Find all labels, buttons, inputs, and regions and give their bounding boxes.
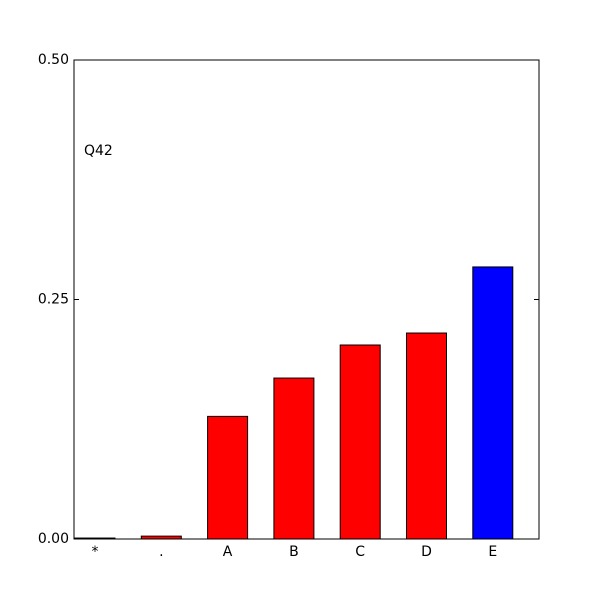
x-tick-label: B bbox=[289, 544, 299, 560]
annotation: Q42 bbox=[84, 143, 113, 159]
bar bbox=[207, 415, 249, 540]
bar bbox=[472, 266, 514, 540]
bar bbox=[406, 332, 447, 540]
y-tick-label: 0.50 bbox=[38, 52, 69, 68]
x-tick-label: . bbox=[159, 544, 163, 560]
x-tick-label: * bbox=[92, 544, 99, 560]
bar bbox=[339, 344, 381, 540]
bar bbox=[273, 377, 315, 540]
y-tick-label: 0.00 bbox=[38, 531, 69, 547]
x-tick-label: C bbox=[355, 544, 365, 560]
y-tick-label: 0.25 bbox=[38, 292, 69, 308]
x-tick-label: A bbox=[223, 544, 233, 560]
x-tick-label: D bbox=[421, 544, 432, 560]
x-tick-label: E bbox=[488, 544, 497, 560]
